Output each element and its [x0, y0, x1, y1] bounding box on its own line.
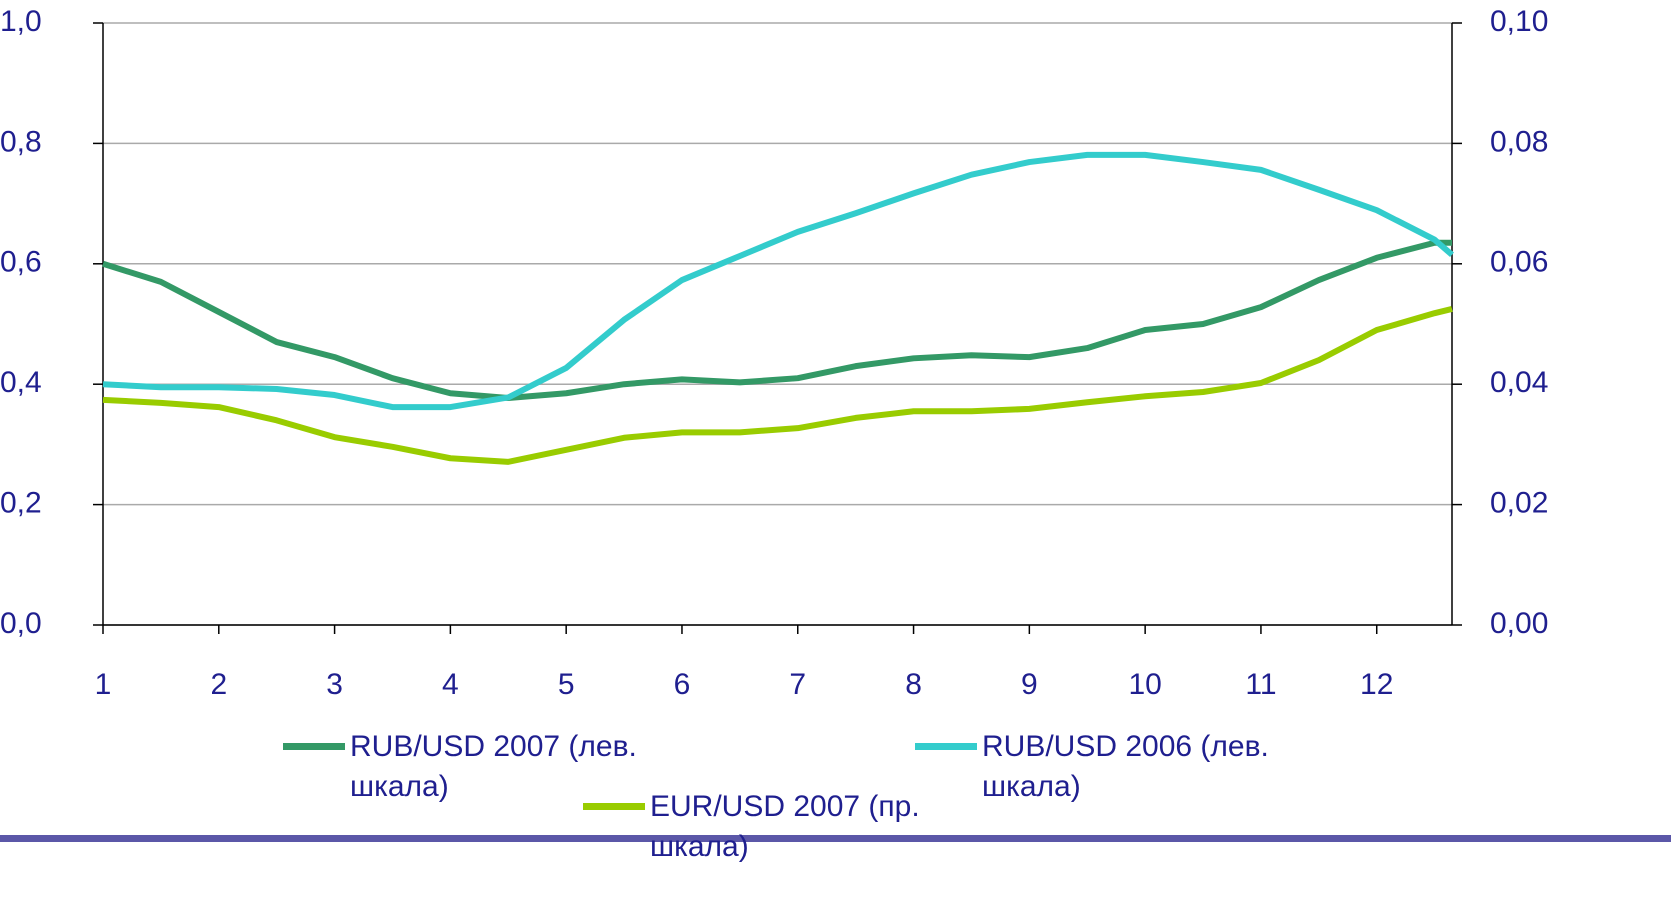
legend-swatch	[915, 743, 977, 750]
y2-tick-label: 0,10	[1490, 5, 1548, 38]
y-tick-label: 0,0	[0, 607, 42, 640]
legend-swatch	[583, 803, 645, 810]
footer-bar	[0, 835, 1671, 842]
x-tick-label: 1	[95, 668, 112, 701]
series-line	[102, 306, 1453, 465]
x-tick-label: 8	[905, 668, 922, 701]
x-tick-label: 12	[1360, 668, 1393, 701]
y-tick-label: 0,4	[0, 366, 42, 399]
series-line	[102, 151, 1454, 411]
y2-tick-label: 0,04	[1490, 366, 1548, 399]
y-tick-label: 0,6	[0, 246, 42, 279]
series-line	[102, 239, 1452, 402]
y-tick-label: 0,8	[0, 125, 42, 158]
y-tick-label: 0,2	[0, 487, 42, 520]
y2-tick-label: 0,06	[1490, 246, 1548, 279]
legend-label: RUB/USD 2006 (лев. шкала)	[982, 730, 1269, 803]
x-tick-label: 2	[210, 668, 227, 701]
x-tick-label: 5	[558, 668, 575, 701]
y-tick-label: 1,0	[0, 5, 42, 38]
y2-tick-label: 0,02	[1490, 487, 1548, 520]
x-tick-label: 4	[442, 668, 459, 701]
x-tick-label: 9	[1021, 668, 1038, 701]
x-tick-label: 10	[1128, 668, 1161, 701]
legend-swatch	[283, 743, 345, 750]
x-tick-label: 11	[1245, 668, 1276, 701]
x-tick-label: 7	[789, 668, 806, 701]
legend-label: EUR/USD 2007 (пр. шкала)	[650, 790, 920, 863]
x-tick-label: 3	[326, 668, 343, 701]
y2-tick-label: 0,08	[1490, 125, 1548, 158]
y2-tick-label: 0,00	[1490, 607, 1548, 640]
legend-label: RUB/USD 2007 (лев. шкала)	[350, 730, 637, 803]
x-tick-label: 6	[674, 668, 691, 701]
